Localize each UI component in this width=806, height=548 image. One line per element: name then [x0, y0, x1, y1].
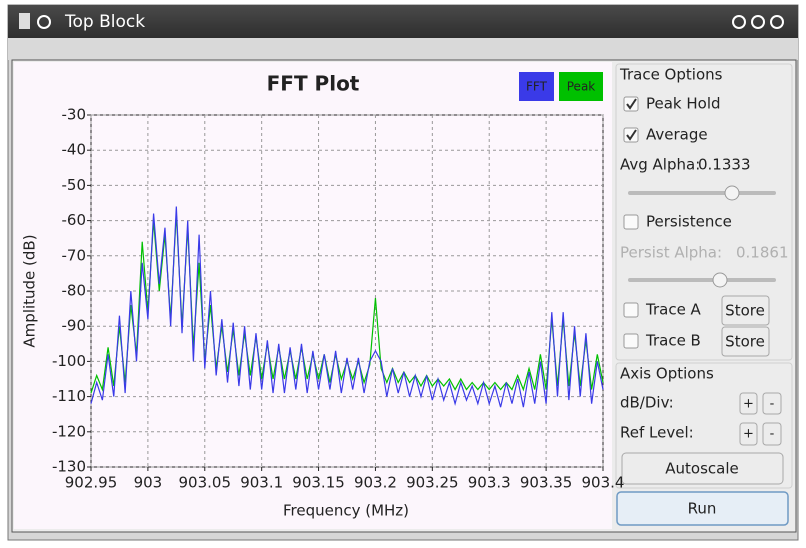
- x-tick-label: 903.3: [468, 474, 511, 492]
- x-tick-label: 903.4: [582, 474, 625, 492]
- legend-swatch[interactable]: [519, 72, 554, 101]
- y-axis-label: Amplitude (dB): [21, 234, 39, 347]
- button-label: +: [743, 397, 754, 412]
- slider-track: [628, 191, 776, 195]
- plus-button[interactable]: [739, 422, 758, 446]
- checkbox-label: Peak Hold: [646, 95, 721, 113]
- check-mark: [626, 129, 637, 141]
- x-tick-label: 902.95: [65, 474, 118, 492]
- y-tick-label: -100: [52, 352, 86, 370]
- field-value: 0.1333: [698, 156, 751, 174]
- plot-content: [87, 114, 604, 471]
- y-tick-label: -60: [62, 211, 87, 229]
- checkbox[interactable]: [623, 333, 639, 349]
- button-label: -: [770, 397, 775, 412]
- window-controls: [732, 15, 784, 29]
- checkbox-label: Trace B: [645, 332, 701, 350]
- checkbox-box[interactable]: [623, 302, 639, 318]
- axis-options-group: [615, 362, 793, 489]
- checkbox-box[interactable]: [623, 214, 639, 230]
- x-axis-label: Frequency (MHz): [283, 502, 409, 520]
- toolbar-strip: [8, 38, 798, 60]
- x-tick-label: 903.15: [292, 474, 345, 492]
- checkbox-label: Trace A: [645, 301, 702, 319]
- title-bar: [8, 5, 798, 38]
- window-title: Top Block: [64, 12, 145, 32]
- chart-title: FFT Plot: [267, 72, 360, 96]
- legend-swatch[interactable]: [559, 72, 603, 101]
- y-tick-label: -120: [52, 422, 86, 440]
- y-tick-label: -90: [62, 317, 87, 335]
- pin-icon[interactable]: [37, 15, 51, 29]
- button-label: +: [743, 427, 754, 442]
- app-icon: [19, 13, 30, 29]
- slider-track: [628, 278, 776, 282]
- minus-button[interactable]: [762, 422, 782, 446]
- y-tick-label: -40: [62, 141, 87, 159]
- y-tick-label: -70: [62, 246, 87, 264]
- y-tick-label: -30: [62, 106, 87, 124]
- checkbox[interactable]: [623, 96, 639, 112]
- plus-button[interactable]: [739, 392, 758, 415]
- side-panel: Trace Options Peak Hold Average Avg Alph…: [615, 63, 793, 526]
- field-label: dB/Div:: [620, 394, 674, 412]
- trace-line: [90, 206, 604, 408]
- y-tick-label: -130: [52, 458, 86, 476]
- store-button[interactable]: [721, 295, 770, 326]
- y-tick-label: -80: [62, 282, 87, 300]
- check-mark: [626, 98, 637, 110]
- button-label: Run: [688, 500, 717, 518]
- y-tick-label: -110: [52, 387, 86, 405]
- run-button[interactable]: [616, 491, 789, 526]
- x-tick-label: 903.2: [354, 474, 397, 492]
- field-value: 0.1861: [736, 244, 789, 262]
- close-button[interactable]: [770, 15, 784, 29]
- autoscale-button[interactable]: [621, 452, 784, 485]
- x-tick-label: 903.05: [179, 474, 232, 492]
- maximize-button[interactable]: [751, 15, 765, 29]
- x-tick-label: 903.1: [240, 474, 283, 492]
- button-label: Store: [725, 333, 765, 351]
- plot-area: [90, 114, 604, 468]
- x-tick-label: 903.25: [406, 474, 459, 492]
- group-title: Trace Options: [619, 66, 723, 84]
- checkbox-label: Average: [646, 126, 708, 144]
- button-label: -: [770, 427, 775, 442]
- button-label: Autoscale: [665, 460, 738, 478]
- minimize-button[interactable]: [732, 15, 746, 29]
- checkbox[interactable]: [623, 214, 639, 230]
- trace-options-group: [615, 63, 793, 361]
- checkbox-box[interactable]: [623, 333, 639, 349]
- y-tick-label: -50: [62, 176, 87, 194]
- x-tick-label: 903.35: [520, 474, 573, 492]
- field-label: Ref Level:: [620, 424, 694, 442]
- legend-label: Peak: [567, 80, 596, 94]
- legend-label: FFT: [526, 80, 548, 94]
- slider-thumb[interactable]: [724, 185, 740, 201]
- button-label: Store: [725, 302, 765, 320]
- store-button[interactable]: [721, 326, 770, 357]
- minus-button[interactable]: [762, 392, 782, 415]
- x-tick-label: 903: [134, 474, 163, 492]
- checkbox[interactable]: [623, 127, 639, 143]
- checkbox-label: Persistence: [646, 213, 732, 231]
- field-label: Persist Alpha:: [620, 244, 722, 262]
- slider-thumb[interactable]: [712, 272, 728, 288]
- checkbox[interactable]: [623, 302, 639, 318]
- field-label: Avg Alpha:: [620, 156, 700, 174]
- group-title: Axis Options: [620, 365, 714, 383]
